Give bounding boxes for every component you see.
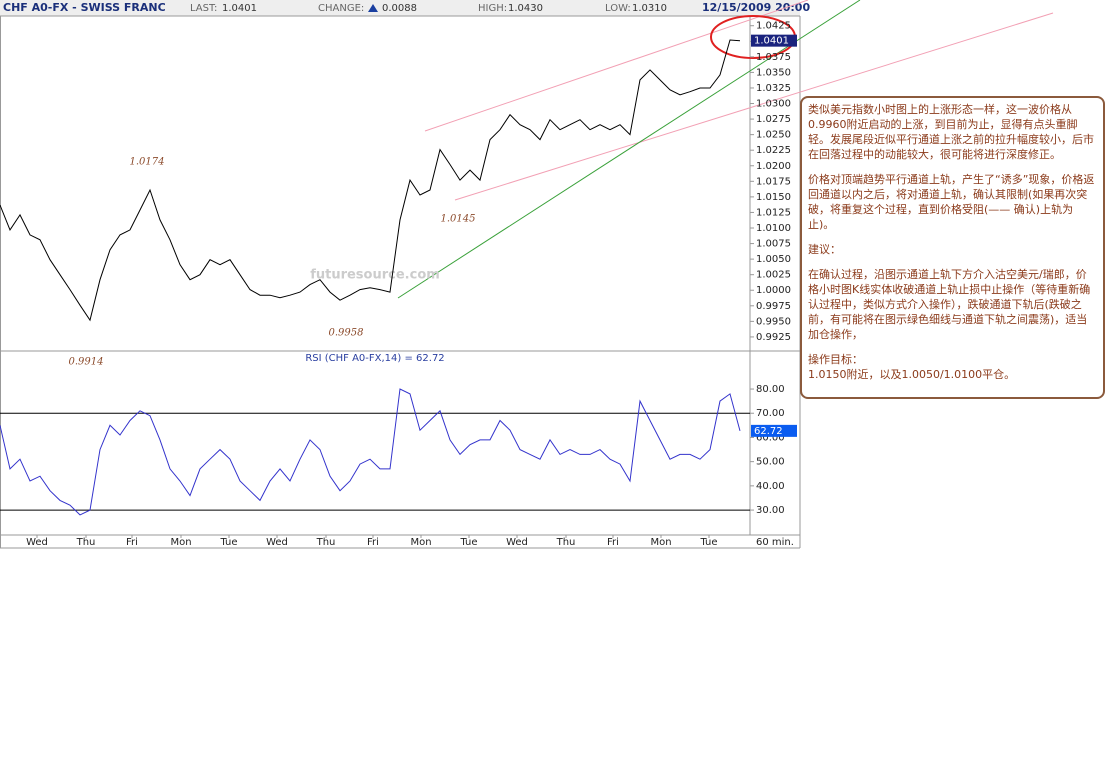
x-tick-label: Wed <box>26 537 48 548</box>
x-tick-label: Wed <box>506 537 528 548</box>
price-line <box>0 39 741 322</box>
y-tick-label: 1.0125 <box>756 207 791 218</box>
commentary-paragraph: 建议： <box>808 243 841 256</box>
y-tick-label: 0.9925 <box>756 332 791 343</box>
y-tick-label: 1.0300 <box>756 99 791 110</box>
low-label: LOW: <box>605 3 631 14</box>
x-tick-label: Thu <box>76 537 96 548</box>
price-annotation: 1.0145 <box>441 214 476 225</box>
x-tick-label: Thu <box>316 537 336 548</box>
y-tick-label: 1.0350 <box>756 67 791 78</box>
y-tick-label: 1.0225 <box>756 145 791 156</box>
last-value-label: 1.0401 <box>754 36 789 47</box>
support-line <box>397 0 861 299</box>
x-tick-label: Wed <box>266 537 288 548</box>
y-tick-label: 1.0100 <box>756 223 791 234</box>
y-tick-label: 50.00 <box>756 457 785 468</box>
high-label: HIGH: <box>478 3 507 14</box>
y-tick-label: 1.0200 <box>756 161 791 172</box>
price-annotation: 1.0174 <box>130 157 165 168</box>
watermark: futuresource.com <box>310 268 440 283</box>
up-arrow <box>368 4 378 12</box>
commentary-paragraph: 在确认过程，沿图示通道上轨下方介入沽空美元/瑞郎，价格小时图K线实体收破通道上轨… <box>808 268 1091 341</box>
y-tick-label: 1.0075 <box>756 239 791 250</box>
header-bar <box>0 0 800 16</box>
commentary-paragraph: 类似美元指数小时图上的上涨形态一样，这一波价格从0.9960附近启动的上涨，到目… <box>808 103 1094 161</box>
y-tick-label: 80.00 <box>756 384 785 395</box>
x-tick-label: Tue <box>459 537 477 548</box>
y-tick-label: 1.0175 <box>756 176 791 187</box>
header-title: CHF A0-FX - SWISS FRANC <box>3 1 166 14</box>
y-tick-label: 30.00 <box>756 505 785 516</box>
x-tick-label: Mon <box>650 537 671 548</box>
commentary-paragraph: 操作目标： <box>808 353 863 366</box>
high-value: 1.0430 <box>508 3 543 14</box>
x-tick-label: Mon <box>410 537 431 548</box>
indicator-title: RSI (CHF A0-FX,14) = 62.72 <box>305 353 444 364</box>
y-tick-label: 1.0325 <box>756 83 791 94</box>
y-tick-label: 1.0250 <box>756 130 791 141</box>
channel-lower <box>454 12 1054 201</box>
commentary-paragraph: 1.0150附近，以及1.0050/1.0100平仓。 <box>808 368 1016 381</box>
channel-upper <box>424 0 809 132</box>
y-tick-label: 1.0275 <box>756 114 791 125</box>
commentary-paragraph: 价格对顶端趋势平行通道上轨，产生了“诱多”现象，价格返回通道以内之后，将对通道上… <box>808 173 1095 231</box>
y-tick-label: 1.0425 <box>756 21 791 32</box>
price-annotation: 0.9914 <box>69 357 104 368</box>
low-value: 1.0310 <box>632 3 667 14</box>
x-tick-label: Tue <box>699 537 717 548</box>
y-tick-label: 60.00 <box>756 432 785 443</box>
price-line <box>0 388 741 516</box>
y-tick-label: 1.0150 <box>756 192 791 203</box>
datetime: 12/15/2009 20:00 <box>702 1 810 14</box>
y-tick-label: 1.0375 <box>756 52 791 63</box>
x-tick-label: Tue <box>219 537 237 548</box>
x-tick-label: Fri <box>607 537 619 548</box>
y-tick-label: 70.00 <box>756 408 785 419</box>
x-tick-label: Fri <box>126 537 138 548</box>
change-value: 0.0088 <box>382 3 417 14</box>
x-tick-label: Mon <box>170 537 191 548</box>
last-value-tag <box>751 424 797 437</box>
y-tick-label: 40.00 <box>756 481 785 492</box>
y-tick-label: 1.0000 <box>756 285 791 296</box>
price-annotation: 0.9958 <box>329 328 364 339</box>
x-axis-label: 60 min. <box>756 537 794 548</box>
y-tick-label: 1.0050 <box>756 254 791 265</box>
x-tick-label: Fri <box>367 537 379 548</box>
trend-lines <box>397 0 1054 299</box>
last-value-label: 62.72 <box>754 426 783 437</box>
y-tick-label: 1.0025 <box>756 270 791 281</box>
change-label: CHANGE: <box>318 3 364 14</box>
last-value: 1.0401 <box>222 3 257 14</box>
last-label: LAST: <box>190 3 217 14</box>
commentary-box: 类似美元指数小时图上的上涨形态一样，这一波价格从0.9960附近启动的上涨，到目… <box>800 96 1105 399</box>
y-tick-label: 0.9950 <box>756 316 791 327</box>
last-value-tag <box>751 34 797 47</box>
x-tick-label: Thu <box>556 537 576 548</box>
y-tick-label: 0.9975 <box>756 301 791 312</box>
